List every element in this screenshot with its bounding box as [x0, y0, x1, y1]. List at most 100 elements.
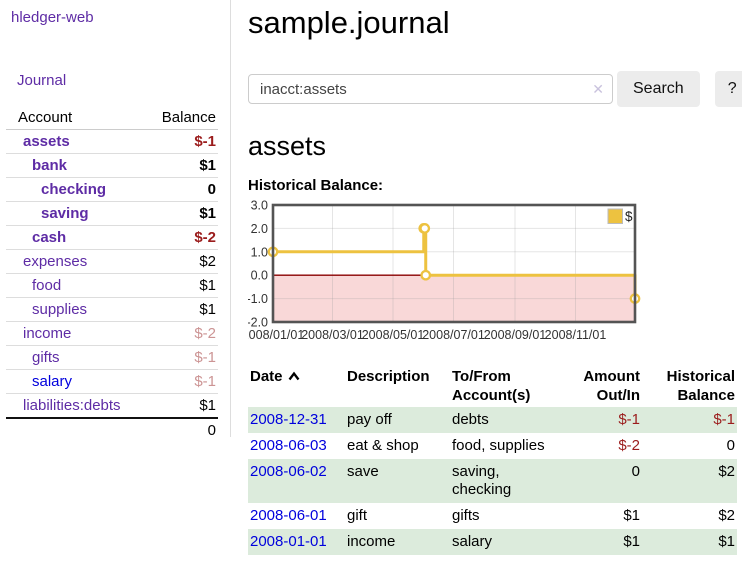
account-heading: assets — [248, 131, 327, 161]
register-header-accounts: To/From Account(s) — [452, 368, 531, 404]
register-header-description: Description — [347, 368, 430, 385]
account-link[interactable]: supplies — [32, 301, 88, 318]
register-date-cell: 2008-06-03 — [248, 433, 345, 459]
register-accounts-cell: gifts — [452, 507, 480, 524]
account-row: expenses $2 — [6, 249, 218, 274]
account-balance: $1 — [147, 297, 218, 322]
register-balance-cell: 0 — [726, 437, 735, 454]
y-axis-tick-label: 1.0 — [251, 245, 268, 259]
y-axis-tick-label: 3.0 — [251, 200, 268, 213]
account-balance: $-2 — [147, 225, 218, 250]
account-balance: $2 — [147, 249, 218, 274]
x-axis-tick-label: 2008/11/01 — [545, 328, 607, 342]
register-row: 2008-12-31 pay off debts $-1 $-1 — [248, 407, 737, 433]
register-accounts-cell: salary — [450, 529, 560, 555]
register-header-date[interactable]: Date — [248, 365, 345, 407]
register-description-cell: pay off — [345, 407, 450, 433]
x-axis-tick-label: 2008/07/01 — [422, 328, 485, 342]
sidebar: hledger-web Journal Account Balance asse… — [0, 0, 230, 442]
account-row: liabilities:debts $1 — [6, 393, 218, 418]
register-date-link[interactable]: 2008-01-01 — [250, 533, 327, 550]
account-link[interactable]: income — [23, 325, 72, 342]
account-link[interactable]: food — [32, 277, 62, 294]
account-row: gifts $-1 — [6, 345, 218, 370]
accounts-balance-table: Account Balance assets $-1 bank $1 checking 0… — [6, 106, 218, 442]
account-link[interactable]: expenses — [23, 253, 88, 270]
register-header-balance: Historical Balance — [666, 368, 735, 404]
account-row: income $-2 — [6, 321, 218, 346]
account-link[interactable]: gifts — [32, 349, 60, 366]
app-title-link[interactable]: hledger-web — [11, 9, 94, 26]
register-date-cell: 2008-06-02 — [248, 459, 345, 503]
register-row: 2008-06-01 gift gifts $1 $2 — [248, 503, 737, 529]
register-amount-cell: $-1 — [560, 407, 642, 433]
account-balance: $1 — [147, 273, 218, 298]
x-axis-tick-label: 2008/09/01 — [484, 328, 547, 342]
account-row: salary $-1 — [6, 369, 218, 394]
x-axis-tick-label: 2008/05/01 — [362, 328, 425, 342]
account-balance: $1 — [147, 201, 218, 226]
accounts-column-header: Account — [6, 106, 148, 130]
x-axis-tick-label: 2008/01/01 — [248, 328, 304, 342]
clear-search-icon[interactable]: ✕ — [592, 81, 604, 97]
register-header-amount: Amount Out/In — [583, 368, 640, 404]
legend-label: $ — [625, 209, 633, 224]
account-row: checking 0 — [6, 177, 218, 202]
legend-swatch — [607, 208, 623, 224]
account-link[interactable]: salary — [32, 373, 73, 390]
register-date-link[interactable]: 2008-06-01 — [250, 507, 327, 524]
sidebar-item-journal[interactable]: Journal — [17, 72, 67, 89]
account-row: food $1 — [6, 273, 218, 298]
data-point-marker[interactable] — [420, 269, 432, 281]
register-description-cell: eat & shop — [347, 437, 419, 454]
account-row: saving $1 — [6, 201, 218, 226]
historical-balance-chart[interactable]: 3.0 2.0 1.0 0.0 -1.0 -2.02008/01/012008/03/01… — [248, 200, 718, 348]
register-date-cell: 2008-06-01 — [248, 503, 345, 529]
register-row: 2008-06-02 save saving, checking 0 $2 — [248, 459, 737, 503]
account-row: supplies $1 — [6, 297, 218, 322]
page-title: sample.journal — [248, 5, 450, 40]
search-input-wrap: ✕ — [248, 74, 613, 104]
account-balance: 0 — [147, 177, 218, 202]
account-link[interactable]: liabilities:debts — [23, 397, 121, 414]
accounts-total-row: 0 — [6, 417, 218, 442]
register-amount-cell: $1 — [623, 507, 640, 524]
account-row: cash $-2 — [6, 225, 218, 250]
accounts-table-header: Account Balance — [6, 106, 218, 130]
account-balance: $-1 — [147, 345, 218, 370]
account-link[interactable]: saving — [41, 205, 89, 222]
search-input[interactable] — [248, 74, 613, 104]
account-link[interactable]: checking — [41, 181, 107, 198]
register-date-link[interactable]: 2008-06-02 — [250, 463, 327, 480]
register-date-cell: 2008-01-01 — [248, 529, 345, 555]
sort-ascending-icon — [288, 371, 299, 381]
balance-column-header: Balance — [147, 106, 218, 130]
register-accounts-cell: debts — [450, 407, 560, 433]
register-amount-cell: $-2 — [618, 437, 640, 454]
register-amount-cell: 0 — [560, 459, 642, 503]
account-link[interactable]: cash — [32, 229, 67, 246]
register-date-link[interactable]: 2008-06-03 — [250, 437, 327, 454]
register-date-link[interactable]: 2008-12-31 — [250, 411, 327, 428]
search-button[interactable]: Search — [617, 71, 700, 107]
chart-heading: Historical Balance: — [248, 177, 384, 194]
register-balance-cell: $2 — [642, 459, 737, 503]
x-axis-tick-label: 2008/03/01 — [301, 328, 364, 342]
y-axis-tick-label: -2.0 — [248, 316, 268, 330]
help-button[interactable]: ? — [714, 71, 742, 107]
y-axis-tick-label: 2.0 — [251, 222, 268, 236]
register-header-row: Date Description To/From Account(s) Amou… — [248, 365, 737, 407]
main-content: sample.journal ✕ Search ? assets Histori… — [248, 0, 742, 555]
register-description-cell: income — [345, 529, 450, 555]
account-link[interactable]: assets — [23, 133, 70, 150]
register-balance-cell: $2 — [718, 507, 735, 524]
register-balance-cell: $1 — [642, 529, 737, 555]
account-balance: $1 — [147, 153, 218, 178]
account-balance: $-1 — [147, 369, 218, 394]
accounts-total-balance: 0 — [147, 417, 218, 442]
account-balance: $1 — [147, 393, 218, 418]
data-point-marker[interactable] — [419, 223, 431, 234]
register-amount-cell: $1 — [560, 529, 642, 555]
account-link[interactable]: bank — [32, 157, 68, 174]
register-date-cell: 2008-12-31 — [248, 407, 345, 433]
